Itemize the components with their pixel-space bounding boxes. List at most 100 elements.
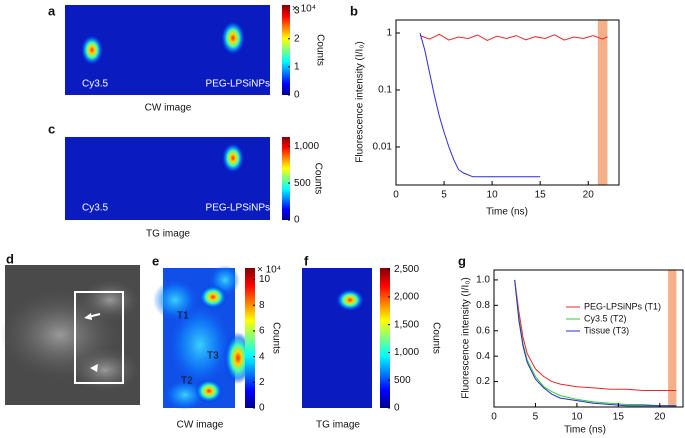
colorbar-tick-label: 2,000 — [394, 292, 419, 303]
plot-frame — [395, 19, 620, 186]
colorbar-tick-label: 500 — [294, 178, 311, 189]
y-axis-label: Fluorescence intensity (I/I₀) — [461, 277, 472, 398]
series-line — [514, 279, 677, 391]
x-tick-label: 5 — [441, 190, 447, 201]
panel-label: d — [6, 251, 14, 266]
colorbar-title: Counts — [270, 322, 281, 354]
legend-label: PEG-LPSiNPs (T1) — [584, 301, 661, 311]
panel-a: 0 1 2 3× 10⁴ Counts CW image Cy3.5 PEG-LPSiNPs a — [48, 3, 325, 113]
colorbar-tick-label: 1,000 — [394, 347, 419, 358]
panel-e: 0 2 4 6 8 10× 10⁴ Counts CW image T1 T3 T2 e — [152, 253, 281, 430]
panel-c: 0 500 1,000 Counts TG image Cy3.5 PEG-LPSiNPs c — [48, 121, 323, 239]
annotation: Cy3.5 — [82, 203, 109, 214]
panel-b: 0 5 10 15 20 1 0.1 0.01 Time (ns) Fluorescence in… — [350, 3, 620, 218]
arrow-head — [84, 313, 92, 320]
caption: CW image — [177, 420, 224, 431]
heatmap-spot — [81, 35, 103, 65]
y-tick-label: 0.4 — [476, 351, 490, 362]
panel-g: 0 5 10 15 20 0.2 0.4 0.6 0.8 1.0 Time (ns) Fluoresc… — [458, 253, 684, 436]
colorbar — [380, 268, 390, 408]
colorbar-title: Counts — [430, 322, 441, 354]
caption: TG image — [316, 420, 360, 431]
series-line — [514, 279, 677, 407]
y-tick-label: 0.2 — [476, 376, 490, 387]
annotation: PEG-LPSiNPs — [206, 79, 270, 90]
colorbar-tick-label: 10 — [259, 274, 271, 285]
x-tick-label: 0 — [491, 412, 497, 423]
colorbar-tick-label: 6 — [259, 326, 265, 337]
colorbar-tick-label: 4 — [259, 351, 265, 362]
series-line — [514, 279, 677, 407]
y-tick-label: 1.0 — [476, 275, 490, 286]
colorbar-tick-label: 1,500 — [394, 319, 419, 330]
colorbar-tick-label: 0 — [259, 403, 265, 414]
colorbar — [245, 268, 255, 408]
colorbar-tick-label: 500 — [394, 375, 411, 386]
panel-f: 0 500 1,000 1,500 2,000 2,500 Counts TG image f — [302, 253, 441, 431]
heatmap-spot — [195, 379, 223, 403]
colorbar-title: Counts — [312, 163, 323, 195]
colorbar — [282, 5, 290, 95]
y-axis-label: Fluorescence intensity (I/I₀) — [355, 41, 366, 162]
heatmap-spot — [221, 21, 245, 55]
caption: CW image — [145, 103, 192, 114]
colorbar-tick-label: 0 — [294, 215, 300, 226]
x-tick-label: 10 — [571, 412, 583, 423]
plot-frame — [493, 269, 684, 408]
heatmap-haze — [170, 305, 230, 385]
colorbar-tick-label: 0 — [294, 90, 300, 101]
y-tick-label: 0.1 — [378, 85, 392, 96]
panel-d: d — [6, 251, 14, 266]
x-tick-label: 5 — [533, 412, 539, 423]
photo-shape — [80, 280, 140, 320]
series-line — [419, 32, 541, 178]
colorbar-tick-label: 2 — [259, 377, 265, 388]
legend-label: Cy3.5 (T2) — [584, 313, 627, 323]
y-tick-label: 1 — [386, 28, 392, 39]
annotation: T2 — [181, 376, 193, 387]
heatmap-spot — [199, 285, 227, 309]
panel-label: g — [458, 253, 466, 268]
x-tick-label: 15 — [613, 412, 625, 423]
panel-label: b — [350, 3, 358, 18]
heatmap-spot — [222, 143, 244, 173]
colorbar-tick-label: 1,000 — [294, 141, 319, 152]
y-tick-label: 0.8 — [476, 300, 490, 311]
highlight-band — [597, 20, 608, 185]
colorbar-tick-label: 2 — [294, 33, 300, 44]
colorbar-multiplier: × 10⁴ — [257, 265, 281, 276]
colorbar-tick-label: 3 — [294, 5, 300, 16]
annotation: T3 — [207, 351, 219, 362]
panel-label: e — [152, 253, 159, 268]
caption: TG image — [146, 229, 190, 240]
heatmap-background — [302, 268, 372, 408]
colorbar-tick-label: 1 — [294, 62, 300, 73]
annotation: PEG-LPSiNPs — [206, 203, 270, 214]
panel-label: a — [48, 3, 56, 18]
colorbar-tick-label: 8 — [259, 300, 265, 311]
heatmap-spot — [336, 289, 364, 311]
series-line — [419, 33, 608, 41]
annotation: Cy3.5 — [82, 79, 109, 90]
panel-label: c — [48, 121, 55, 136]
x-tick-label: 15 — [535, 190, 547, 201]
arrow-head — [90, 364, 98, 372]
photo-d — [0, 265, 140, 405]
colorbar-tick-label: 2,500 — [394, 264, 419, 275]
legend-label: Tissue (T3) — [584, 325, 629, 335]
colorbar-multiplier: × 10⁴ — [292, 4, 316, 15]
highlight-band — [668, 270, 677, 407]
colorbar — [282, 137, 290, 220]
photo-shape — [70, 348, 140, 392]
x-tick-label: 20 — [654, 412, 666, 423]
x-tick-label: 0 — [393, 190, 399, 201]
y-tick-label: 0.6 — [476, 325, 490, 336]
panel-label: f — [304, 253, 309, 268]
x-axis-label: Time (ns) — [564, 425, 606, 436]
heatmap-haze — [165, 380, 205, 410]
colorbar-tick-label: 0 — [394, 403, 400, 414]
annotation: T1 — [177, 311, 189, 322]
y-tick-label: 0.01 — [373, 142, 393, 153]
region-box — [74, 291, 124, 384]
